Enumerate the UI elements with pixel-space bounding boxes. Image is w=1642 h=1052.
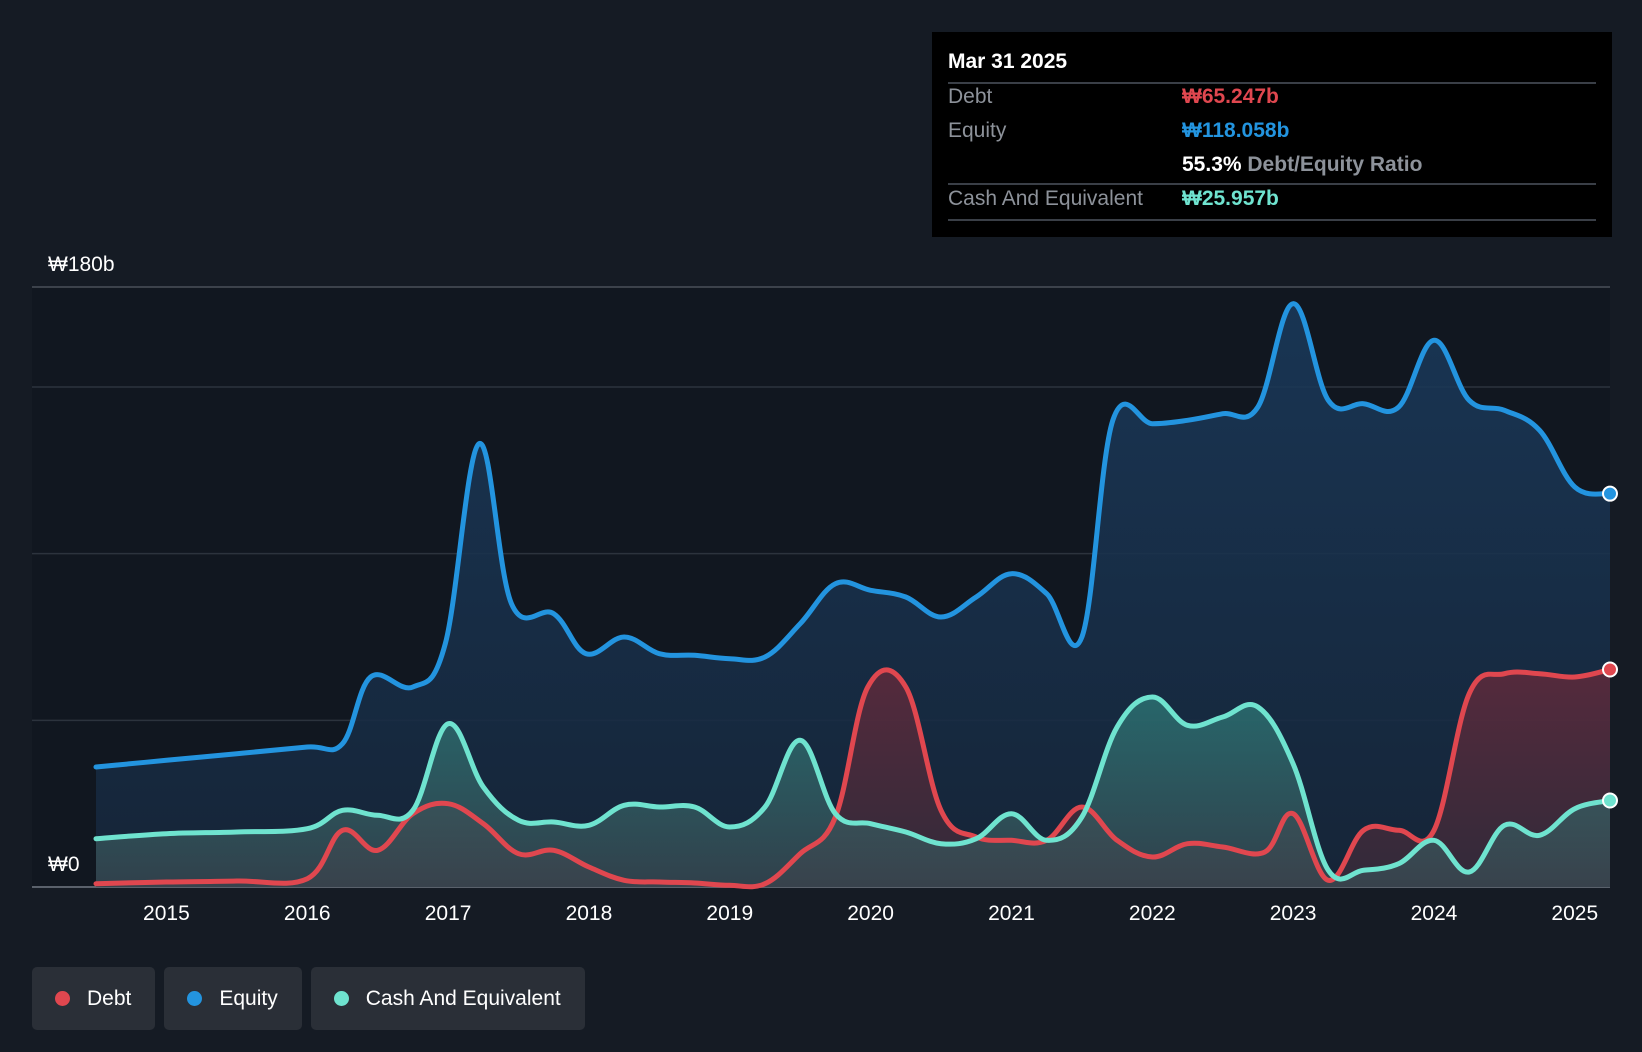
legend-item-cash[interactable]: Cash And Equivalent bbox=[310, 967, 585, 1030]
debt-endpoint-dot[interactable] bbox=[1602, 661, 1618, 678]
tooltip-ratio: 55.3% Debt/Equity Ratio bbox=[1182, 153, 1422, 177]
x-tick-label: 2025 bbox=[1551, 902, 1598, 925]
x-tick-label: 2017 bbox=[425, 902, 472, 925]
tooltip-panel: Mar 31 2025 Debt ₩65.247b Equity ₩118.05… bbox=[932, 32, 1612, 237]
tooltip-ratio-value: 55.3% bbox=[1182, 153, 1242, 176]
debt-dot-icon bbox=[55, 991, 70, 1006]
equity-series-line bbox=[93, 301, 1613, 770]
tooltip-cash-value: ₩25.957b bbox=[1182, 187, 1279, 210]
x-tick-label: 2022 bbox=[1129, 902, 1176, 925]
tooltip-divider bbox=[948, 183, 1596, 185]
tooltip-divider bbox=[948, 219, 1596, 221]
tooltip-equity-value: ₩118.058b bbox=[1182, 119, 1290, 142]
legend-item-equity[interactable]: Equity bbox=[164, 967, 302, 1030]
tooltip-divider bbox=[948, 82, 1596, 84]
x-tick-label: 2016 bbox=[284, 902, 331, 925]
cash-endpoint-dot[interactable] bbox=[1602, 792, 1618, 809]
legend-equity-label: Equity bbox=[219, 986, 278, 1010]
debt-series-line bbox=[93, 667, 1613, 890]
legend-cash-label: Cash And Equivalent bbox=[365, 986, 561, 1010]
equity-endpoint-dot[interactable] bbox=[1602, 485, 1618, 502]
tooltip-debt-label: Debt bbox=[948, 85, 993, 108]
legend-item-debt[interactable]: Debt bbox=[32, 967, 156, 1030]
x-tick-label: 2018 bbox=[566, 902, 613, 925]
x-tick-label: 2020 bbox=[847, 902, 894, 925]
legend: Debt Equity Cash And Equivalent bbox=[32, 967, 585, 1030]
tooltip-cash-label: Cash And Equivalent bbox=[948, 187, 1143, 210]
tooltip-equity-label: Equity bbox=[948, 119, 1007, 142]
x-tick-label: 2019 bbox=[706, 902, 753, 925]
legend-debt-label: Debt bbox=[87, 986, 132, 1010]
tooltip-ratio-label: Debt/Equity Ratio bbox=[1247, 153, 1423, 176]
x-tick-label: 2021 bbox=[988, 902, 1035, 925]
y-tick-label: ₩180b bbox=[48, 253, 115, 276]
x-tick-label: 2024 bbox=[1411, 902, 1458, 925]
equity-dot-icon bbox=[187, 991, 203, 1006]
y-tick-label: ₩0 bbox=[48, 853, 80, 876]
x-tick-label: 2023 bbox=[1270, 902, 1317, 925]
tooltip-date: Mar 31 2025 bbox=[948, 50, 1068, 73]
x-tick-label: 2015 bbox=[143, 902, 190, 925]
cash-area bbox=[96, 696, 1610, 887]
cash-dot-icon bbox=[333, 991, 349, 1006]
tooltip-debt-value: ₩65.247b bbox=[1182, 85, 1279, 108]
cash-series-line bbox=[93, 694, 1613, 882]
